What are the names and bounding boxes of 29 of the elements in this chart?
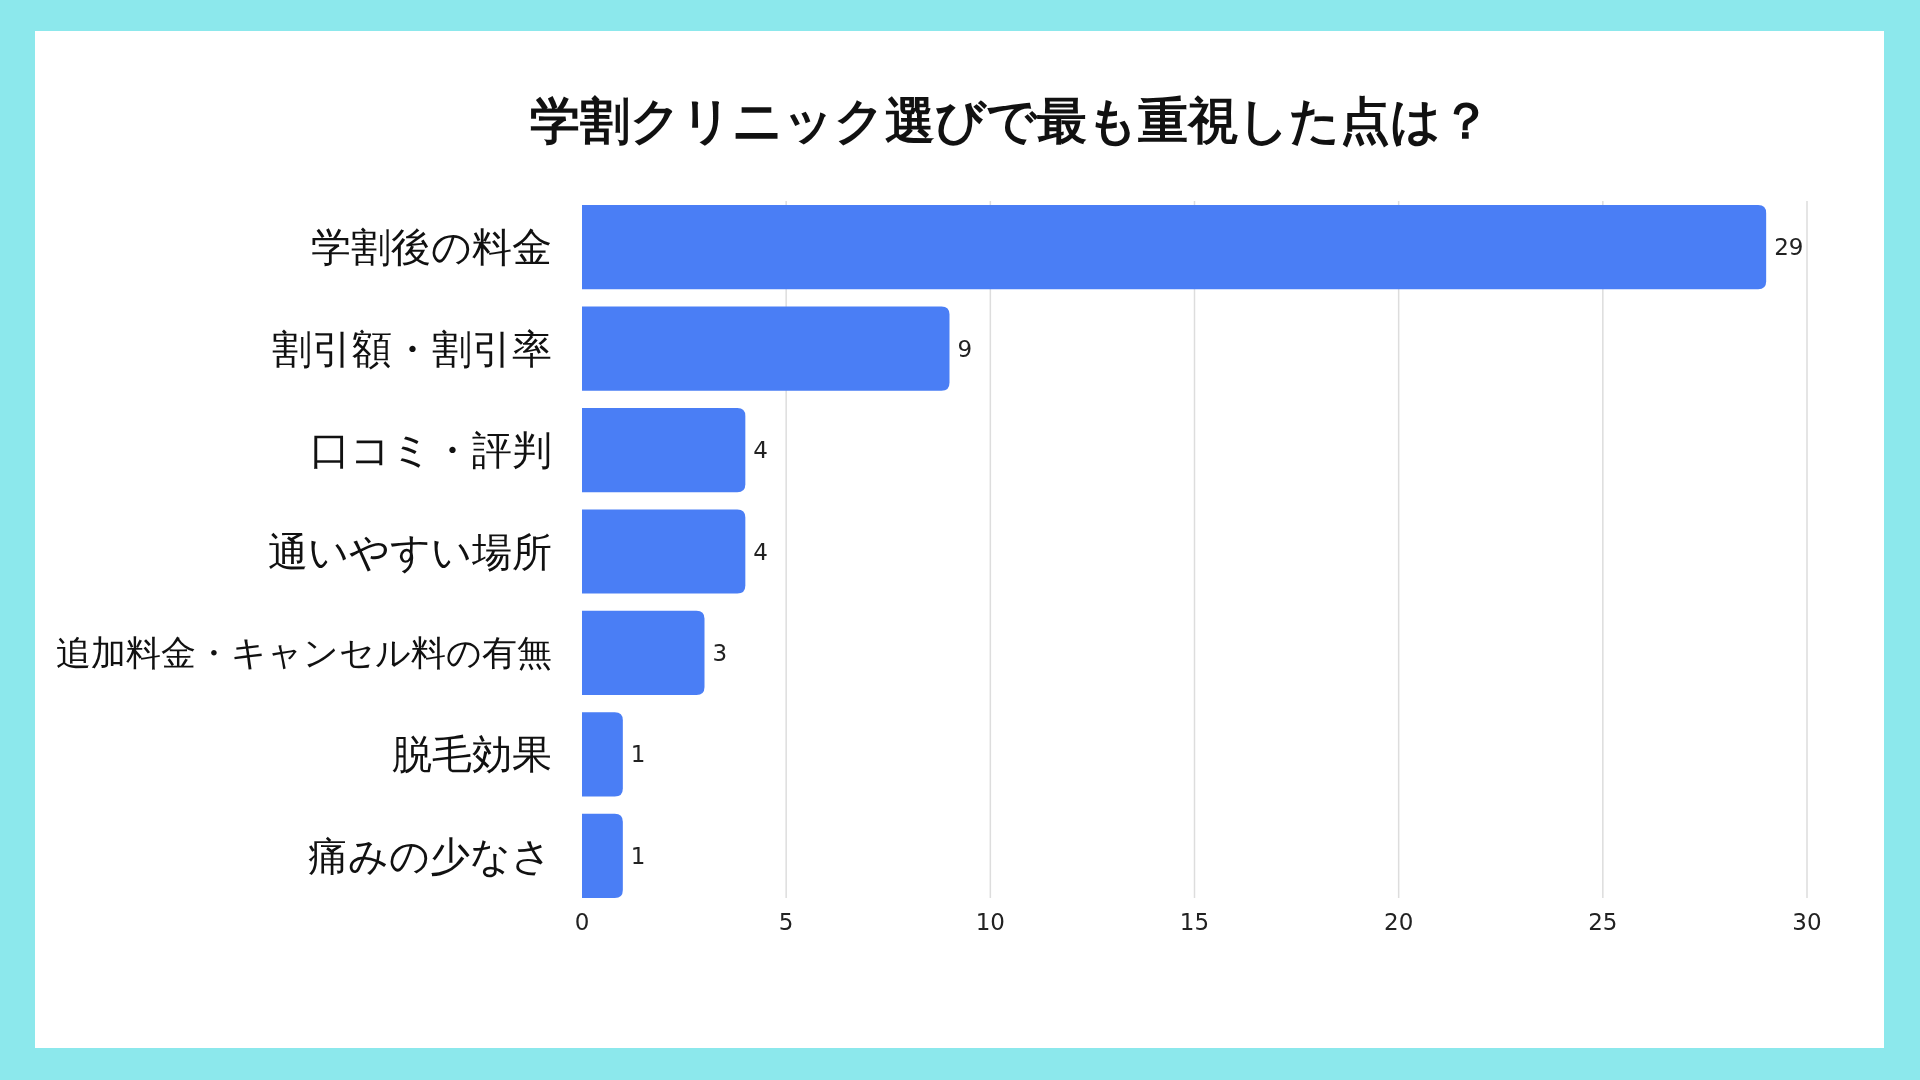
bar: [582, 205, 1767, 290]
x-tick-label: 20: [1384, 909, 1414, 935]
x-tick-label: 5: [778, 909, 794, 935]
y-tick-label: 追加料金・キャンセル料の有無: [56, 632, 552, 673]
data-label: 29: [1774, 234, 1804, 261]
x-tick-label: 0: [574, 909, 590, 935]
bar: [582, 509, 746, 594]
x-tick-label: 30: [1792, 909, 1822, 935]
y-tick-label: 痛みの少なさ: [308, 832, 552, 879]
data-label: 4: [753, 437, 768, 464]
data-label: 1: [630, 741, 646, 768]
data-label: 9: [957, 335, 973, 362]
bar: [582, 407, 746, 493]
y-tick-label: 学割後の料金: [311, 224, 552, 271]
data-label: 1: [630, 842, 646, 869]
y-tick-label: 割引額・割引率: [272, 325, 552, 372]
bar: [582, 306, 950, 391]
bar: [582, 712, 623, 797]
chart-title: 学割クリニック選びで最も重視した点は？: [529, 92, 1491, 150]
bar: [582, 813, 623, 898]
data-label: 4: [753, 538, 768, 565]
data-label: 3: [712, 639, 728, 666]
bar: [582, 610, 705, 696]
y-tick-label: 通いやすい場所: [268, 528, 552, 575]
x-tick-label: 15: [1179, 909, 1210, 935]
x-tick-label: 10: [975, 909, 1005, 935]
x-tick-label: 25: [1588, 909, 1618, 935]
y-tick-label: 口コミ・評判: [310, 427, 552, 474]
y-tick-label: 脱毛効果: [392, 731, 552, 778]
